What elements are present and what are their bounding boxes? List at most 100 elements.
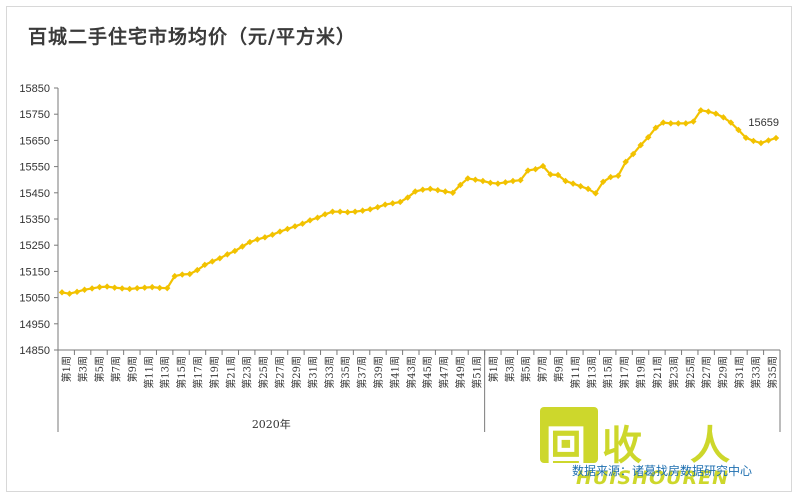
data-point [81, 286, 88, 293]
data-point [336, 208, 344, 215]
data-point [427, 185, 434, 193]
data-point [720, 114, 727, 121]
y-tick-label: 15750 [19, 109, 50, 121]
x-tick-label: 第19周 [635, 356, 648, 389]
data-point [442, 188, 449, 195]
data-point [66, 290, 73, 297]
data-point [667, 120, 674, 127]
data-point [584, 185, 592, 193]
x-tick-label: 第37周 [356, 356, 369, 389]
watermark-logo-char-1: 回 [546, 423, 586, 469]
y-tick-label: 14850 [19, 345, 50, 357]
data-point [532, 166, 539, 173]
data-point [562, 177, 569, 185]
x-tick-label: 第49周 [454, 356, 467, 389]
data-point [524, 167, 532, 174]
data-point [607, 173, 614, 181]
data-point [517, 177, 524, 184]
x-tick-label: 第3周 [503, 356, 516, 382]
data-point [757, 139, 765, 147]
watermark-brand-text: HUISHOUREN [576, 467, 730, 489]
data-point [472, 176, 479, 183]
data-point [231, 247, 239, 255]
data-point [479, 177, 487, 185]
data-point [750, 137, 757, 145]
data-point [652, 124, 659, 132]
data-point [494, 180, 502, 187]
data-point [577, 183, 584, 190]
data-point [194, 266, 201, 274]
data-point [291, 223, 299, 230]
data-point [675, 120, 682, 127]
data-point [314, 214, 321, 221]
data-point [690, 118, 697, 125]
data-point [179, 271, 186, 278]
x-tick-label: 第7周 [536, 356, 549, 382]
x-tick-label: 第17周 [191, 356, 204, 389]
x-tick-label: 第23周 [241, 356, 254, 389]
data-point [457, 181, 464, 189]
x-tick-label: 第39周 [372, 356, 385, 389]
x-tick-label: 第45周 [421, 356, 434, 389]
x-tick-label: 第21周 [651, 356, 664, 389]
x-tick-label: 第9周 [552, 356, 565, 382]
y-tick-label: 14950 [19, 319, 50, 331]
data-point [569, 180, 577, 187]
data-point [321, 211, 329, 218]
x-tick-label: 第33周 [323, 356, 336, 389]
data-point [269, 231, 276, 238]
data-point [592, 190, 599, 197]
x-tick-label: 第51周 [470, 356, 483, 389]
x-tick-label: 第47周 [438, 356, 451, 389]
data-point [299, 220, 306, 227]
data-point [464, 175, 472, 182]
data-point [697, 107, 705, 114]
data-point [88, 285, 96, 292]
x-tick-label: 第25周 [684, 356, 697, 389]
data-point [344, 208, 351, 216]
x-tick-label: 第5周 [520, 356, 533, 382]
x-tick-label: 第11周 [569, 356, 582, 389]
x-tick-label: 第27周 [700, 356, 713, 389]
data-point [404, 194, 411, 201]
data-point [351, 208, 359, 215]
x-tick-label: 第5周 [93, 356, 106, 382]
y-tick-label: 15050 [19, 293, 50, 305]
data-point [254, 236, 261, 243]
x-tick-label: 第1周 [487, 356, 500, 382]
data-point [614, 172, 622, 179]
data-point [284, 225, 291, 233]
x-tick-label: 第7周 [109, 356, 122, 382]
data-point [201, 261, 208, 269]
data-point [742, 134, 750, 141]
data-point [539, 162, 547, 170]
watermark-logo-char-3: 人 [690, 423, 730, 469]
data-point [374, 204, 381, 211]
data-point [224, 251, 231, 258]
data-point [381, 201, 389, 208]
end-data-label: 15659 [748, 117, 779, 129]
data-point [509, 177, 517, 185]
x-tick-label: 第13周 [159, 356, 172, 389]
data-point [133, 284, 141, 292]
data-point [246, 238, 254, 246]
x-tick-label: 第29周 [290, 356, 303, 389]
x-tick-label: 第19周 [208, 356, 221, 389]
y-tick-label: 15650 [19, 135, 50, 147]
data-point [118, 285, 126, 292]
x-tick-label: 第1周 [60, 356, 73, 382]
data-point [682, 120, 690, 127]
data-point [276, 228, 284, 235]
chart-title: 百城二手住宅市场均价（元/平方米） [28, 26, 356, 48]
data-point [261, 234, 269, 241]
data-point [389, 200, 396, 207]
x-tick-label: 第25周 [257, 356, 270, 389]
x-tick-label: 第13周 [585, 356, 598, 389]
data-point [156, 284, 163, 292]
data-point [765, 137, 772, 144]
x-tick-label: 第31周 [306, 356, 319, 389]
x-group-label: 2020年 [252, 417, 291, 431]
brand-watermark: 回 收 人 HUISHOUREN [540, 405, 780, 495]
watermark-logo-box [540, 407, 598, 463]
